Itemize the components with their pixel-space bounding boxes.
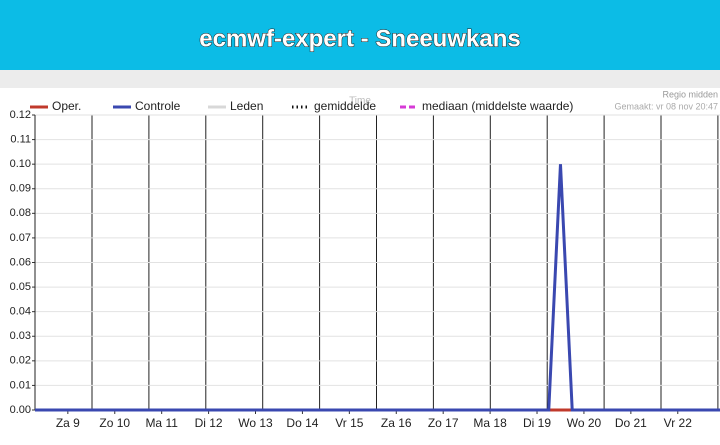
x-tick-label: Di 12: [195, 416, 223, 430]
y-tick-label: 0.05: [10, 281, 31, 293]
x-tick-label: Ma 18: [473, 416, 507, 430]
x-tick-label: Wo 20: [567, 416, 602, 430]
legend-label: Leden: [230, 99, 263, 113]
annotation: Regio midden: [662, 89, 718, 99]
x-tick-label: Ma 11: [145, 416, 178, 430]
y-tick-label: 0.04: [10, 306, 31, 318]
y-tick-label: 0.07: [10, 232, 31, 244]
x-tick-label: Za 9: [56, 416, 80, 430]
y-tick-label: 0.03: [10, 330, 31, 342]
y-tick-label: 0.10: [10, 158, 31, 170]
y-tick-label: 0.12: [10, 109, 31, 121]
legend-label: mediaan (middelste waarde): [422, 99, 573, 113]
x-tick-label: Zo 10: [99, 416, 130, 430]
y-tick-label: 0.09: [10, 183, 31, 195]
y-tick-label: 0.06: [10, 256, 31, 268]
page-title: ecmwf-expert - Sneeuwkans: [199, 25, 520, 52]
x-tick-label: Do 21: [615, 416, 647, 430]
y-tick-label: 0.01: [10, 379, 31, 391]
header-gap: [0, 70, 720, 88]
y-tick-label: 0.08: [10, 207, 31, 219]
y-tick-label: 0.11: [10, 133, 31, 145]
series-line: [35, 164, 720, 412]
x-tick-label: Do 14: [286, 416, 318, 430]
legend-label: gemiddelde: [314, 99, 376, 113]
x-tick-label: Di 19: [523, 416, 551, 430]
x-tick-label: Zo 17: [428, 416, 459, 430]
y-tick-label: 0.02: [10, 355, 31, 367]
header-bar: [0, 0, 720, 70]
x-tick-label: Vr 22: [664, 416, 693, 430]
x-axis-label: Time: [349, 96, 371, 107]
x-tick-label: Za 16: [381, 416, 412, 430]
annotation: Gemaakt: vr 08 nov 20:47: [614, 101, 718, 111]
x-tick-label: Wo 13: [238, 416, 273, 430]
legend-label: Controle: [135, 99, 181, 113]
y-tick-label: 0.00: [10, 404, 31, 416]
legend-label: Oper.: [52, 99, 81, 113]
x-tick-label: Vr 15: [335, 416, 364, 430]
